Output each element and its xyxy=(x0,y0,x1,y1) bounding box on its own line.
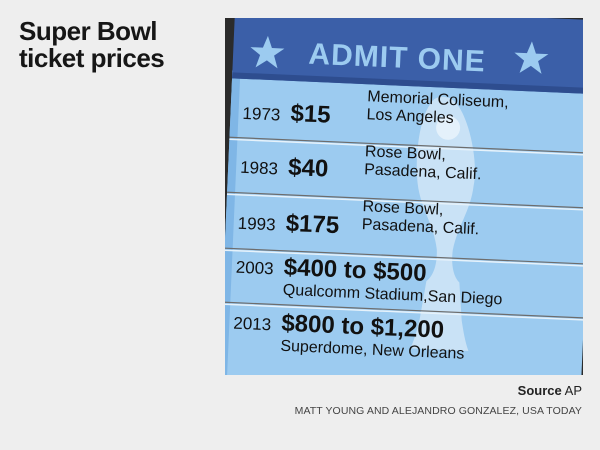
row-divider xyxy=(229,136,583,154)
star-icon-right xyxy=(514,41,549,74)
ticket-row: 2003 $400 to $500 Qualcomm Stadium,San D… xyxy=(235,254,502,309)
ticket-row: 2013 $800 to $1,200 Superdome, New Orlea… xyxy=(233,310,465,363)
ticket-header-edge xyxy=(232,72,583,95)
row-year: 1983 xyxy=(240,158,279,179)
credit-line: MATT YOUNG AND ALEJANDRO GONZALEZ, USA T… xyxy=(294,405,582,417)
row-price: $15 xyxy=(290,100,331,129)
source-note: Source AP xyxy=(518,383,582,398)
row-divider xyxy=(227,191,583,209)
ticket-stub-edge xyxy=(225,70,241,375)
row-venue-line2: Pasadena, Calif. xyxy=(364,161,482,183)
row-year: 1973 xyxy=(242,104,281,125)
row-price: $175 xyxy=(285,210,340,239)
ticket-row: 1993 $175 Rose Bowl, Pasadena, Calif. xyxy=(237,198,479,239)
ticket-row: 1983 $40 Rose Bowl, Pasadena, Calif. xyxy=(240,143,482,183)
source-label: Source xyxy=(517,383,562,398)
ticket-header-text: ADMIT ONE xyxy=(308,38,487,79)
row-venue-line1: Rose Bowl, xyxy=(365,143,447,164)
star-icon-left xyxy=(250,35,285,69)
title-line-1: Super Bowl xyxy=(19,16,158,46)
row-divider-highlight xyxy=(225,249,583,267)
row-year: 1993 xyxy=(237,214,276,235)
ticket-svg: ADMIT ONE 1973 $15 Memorial Coliseum, Lo… xyxy=(225,18,583,375)
row-venue-line2: Pasadena, Calif. xyxy=(361,216,479,238)
row-price: $40 xyxy=(288,154,329,183)
row-divider xyxy=(225,301,583,319)
row-divider-highlight xyxy=(229,138,583,156)
ticket-row: 1973 $15 Memorial Coliseum, Los Angeles xyxy=(242,88,509,129)
page-title: Super Bowl ticket prices xyxy=(19,16,165,73)
source-value: AP xyxy=(564,383,582,398)
row-divider-highlight xyxy=(226,193,583,211)
title-line-2: ticket prices xyxy=(19,43,165,73)
row-venue-line1: Rose Bowl, xyxy=(362,198,444,219)
row-venue-line2: Los Angeles xyxy=(366,106,454,127)
row-divider xyxy=(225,247,583,265)
row-divider-highlight xyxy=(225,303,583,321)
row-year: 2003 xyxy=(235,258,274,279)
ticket-header-band xyxy=(232,18,583,95)
row-price: $400 to $500 xyxy=(283,254,427,287)
row-venue-line1: Memorial Coliseum, xyxy=(367,88,509,111)
row-year: 2013 xyxy=(233,314,272,335)
trophy-icon xyxy=(410,96,475,351)
ticket-graphic: ADMIT ONE 1973 $15 Memorial Coliseum, Lo… xyxy=(225,18,583,375)
